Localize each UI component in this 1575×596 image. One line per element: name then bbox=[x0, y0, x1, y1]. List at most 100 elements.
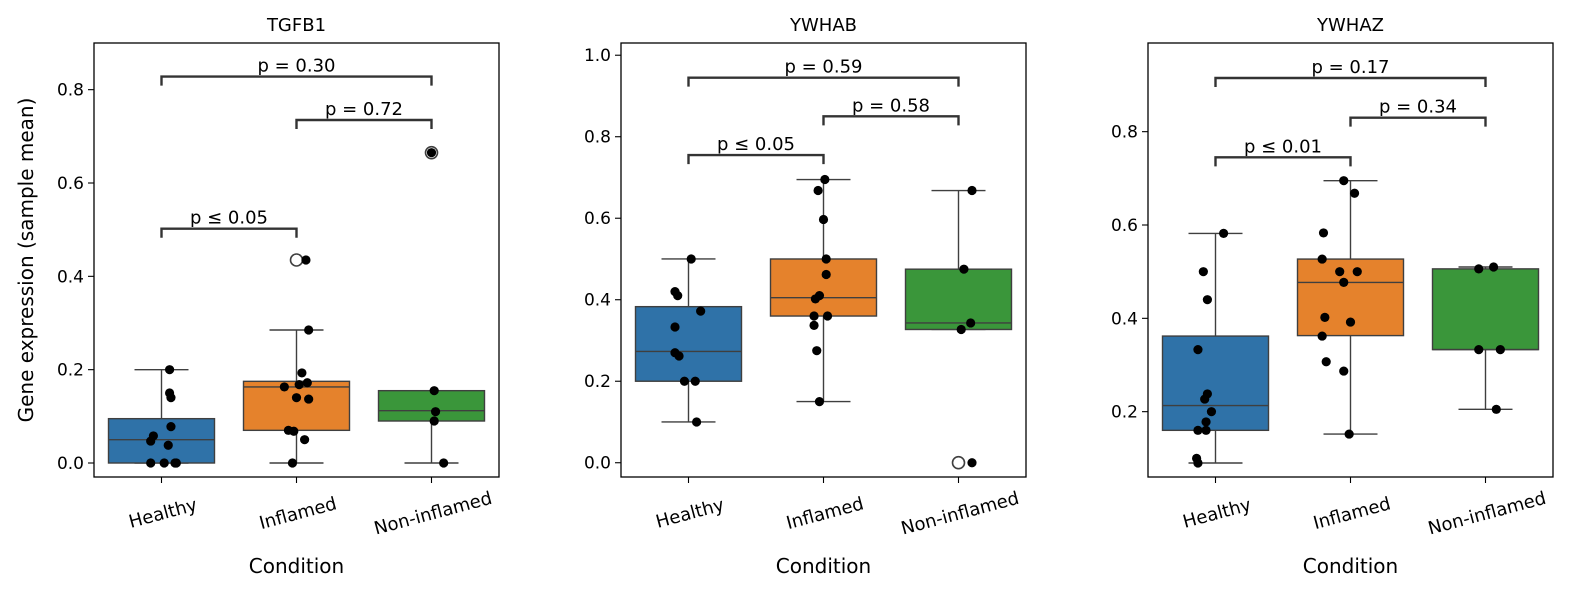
y-tick-label: 0.4 bbox=[584, 291, 611, 311]
data-point bbox=[967, 185, 977, 196]
box-healthy bbox=[634, 305, 743, 382]
data-point bbox=[146, 458, 156, 468]
x-axis-label: Condition bbox=[1303, 554, 1398, 578]
data-point bbox=[673, 291, 683, 301]
data-point bbox=[696, 306, 706, 316]
x-axis-label: Condition bbox=[249, 554, 344, 578]
p-value-label: p = 0.59 bbox=[784, 57, 862, 78]
significance-bracket bbox=[295, 118, 433, 129]
data-point bbox=[1202, 295, 1212, 305]
x-tick-label-healthy: Healthy bbox=[1181, 494, 1254, 532]
panel-title: YWHAZ bbox=[1316, 15, 1384, 36]
data-point bbox=[692, 417, 702, 427]
data-point bbox=[956, 324, 966, 335]
x-tick-label-healthy: Healthy bbox=[654, 494, 727, 532]
box-inflamed bbox=[242, 380, 351, 432]
data-point bbox=[300, 435, 310, 445]
box-healthy bbox=[107, 417, 216, 464]
data-point bbox=[279, 382, 289, 392]
y-tick-label: 0.8 bbox=[584, 128, 611, 148]
x-axis-label: Condition bbox=[776, 554, 871, 578]
data-point bbox=[146, 436, 156, 446]
y-tick-label: 1.0 bbox=[584, 46, 611, 66]
data-point bbox=[301, 255, 311, 265]
data-point bbox=[1320, 312, 1330, 322]
p-value-label: p = 0.34 bbox=[1379, 97, 1457, 118]
data-point bbox=[1219, 228, 1229, 238]
y-tick-label: 0.8 bbox=[1111, 123, 1138, 143]
data-point bbox=[429, 386, 439, 396]
p-value-label: p = 0.17 bbox=[1311, 57, 1389, 78]
data-point bbox=[967, 458, 977, 468]
p-value-label: p ≤ 0.01 bbox=[1244, 136, 1322, 157]
data-point bbox=[165, 365, 175, 375]
box-non-inflamed bbox=[377, 389, 486, 422]
data-point bbox=[810, 294, 821, 304]
panel-title: TGFB1 bbox=[266, 15, 326, 36]
data-point bbox=[294, 380, 304, 390]
outlier-marker bbox=[424, 145, 439, 160]
x-tick-label-inflamed: Inflamed bbox=[784, 493, 866, 534]
data-point bbox=[1317, 331, 1327, 341]
data-point bbox=[297, 368, 307, 378]
box-non-inflamed bbox=[1431, 268, 1540, 351]
data-point bbox=[812, 346, 822, 356]
data-point bbox=[1349, 188, 1360, 198]
data-point bbox=[686, 254, 696, 264]
x-tick-label-non-inflamed: Non-inflamed bbox=[372, 488, 495, 540]
panel-title: YWHAB bbox=[789, 15, 857, 36]
x-tick-label-non-inflamed: Non-inflamed bbox=[899, 488, 1022, 540]
significance-bracket bbox=[687, 76, 960, 87]
significance-bracket bbox=[687, 153, 825, 165]
x-tick-label-healthy: Healthy bbox=[127, 494, 200, 532]
y-tick-label: 0.2 bbox=[1111, 403, 1138, 423]
y-tick-label: 0.4 bbox=[57, 267, 84, 287]
data-point bbox=[1335, 267, 1345, 277]
y-tick-label: 0.2 bbox=[584, 372, 611, 392]
data-point bbox=[304, 394, 314, 404]
data-point bbox=[166, 393, 176, 403]
outlier-marker bbox=[951, 455, 966, 470]
y-tick-label: 0.2 bbox=[57, 361, 84, 381]
data-point bbox=[679, 376, 690, 386]
data-point bbox=[289, 426, 299, 436]
data-point bbox=[426, 148, 437, 158]
data-point bbox=[809, 311, 819, 321]
data-point bbox=[1474, 264, 1484, 274]
data-point bbox=[814, 397, 825, 407]
data-point bbox=[159, 458, 169, 468]
data-point bbox=[1345, 317, 1356, 327]
significance-bracket bbox=[822, 115, 960, 126]
box-inflamed bbox=[769, 258, 878, 317]
data-point bbox=[813, 185, 823, 196]
data-point bbox=[1200, 394, 1210, 404]
data-point bbox=[1193, 425, 1203, 435]
data-point bbox=[1339, 176, 1349, 186]
data-point bbox=[959, 264, 969, 274]
significance-bracket bbox=[160, 75, 433, 86]
y-tick-label: 0.4 bbox=[1111, 309, 1138, 329]
data-point bbox=[1474, 345, 1484, 355]
p-value-label: p = 0.30 bbox=[257, 56, 335, 77]
data-point bbox=[163, 440, 173, 450]
chart-panel-tgfb1: p ≤ 0.05 p = 0.72 p = 0.30 0.0 0.2 0.4 0.6 0.8 H… bbox=[14, 15, 500, 578]
significance-bracket bbox=[1214, 156, 1352, 167]
data-point bbox=[822, 311, 833, 321]
p-value-label: p = 0.58 bbox=[852, 95, 930, 116]
chart-panel-ywhab: p ≤ 0.05 p = 0.58 p = 0.59 0.0 0.2 0.4 0.6 0.8 1… bbox=[584, 15, 1027, 578]
p-value-label: p ≤ 0.05 bbox=[717, 134, 795, 155]
data-point bbox=[820, 174, 830, 185]
y-tick-label: 0.6 bbox=[57, 174, 84, 194]
data-point bbox=[302, 378, 312, 388]
data-point bbox=[1198, 267, 1208, 277]
data-point bbox=[171, 458, 181, 468]
data-point bbox=[430, 407, 441, 417]
data-point bbox=[821, 269, 831, 280]
data-point bbox=[674, 351, 684, 361]
x-tick-label-non-inflamed: Non-inflamed bbox=[1426, 488, 1549, 540]
chart-panel-ywhaz: p ≤ 0.01 p = 0.34 p = 0.17 0.2 0.4 0.6 0.8 Heal… bbox=[1111, 15, 1554, 578]
data-point bbox=[1491, 404, 1501, 414]
data-point bbox=[1201, 417, 1211, 427]
